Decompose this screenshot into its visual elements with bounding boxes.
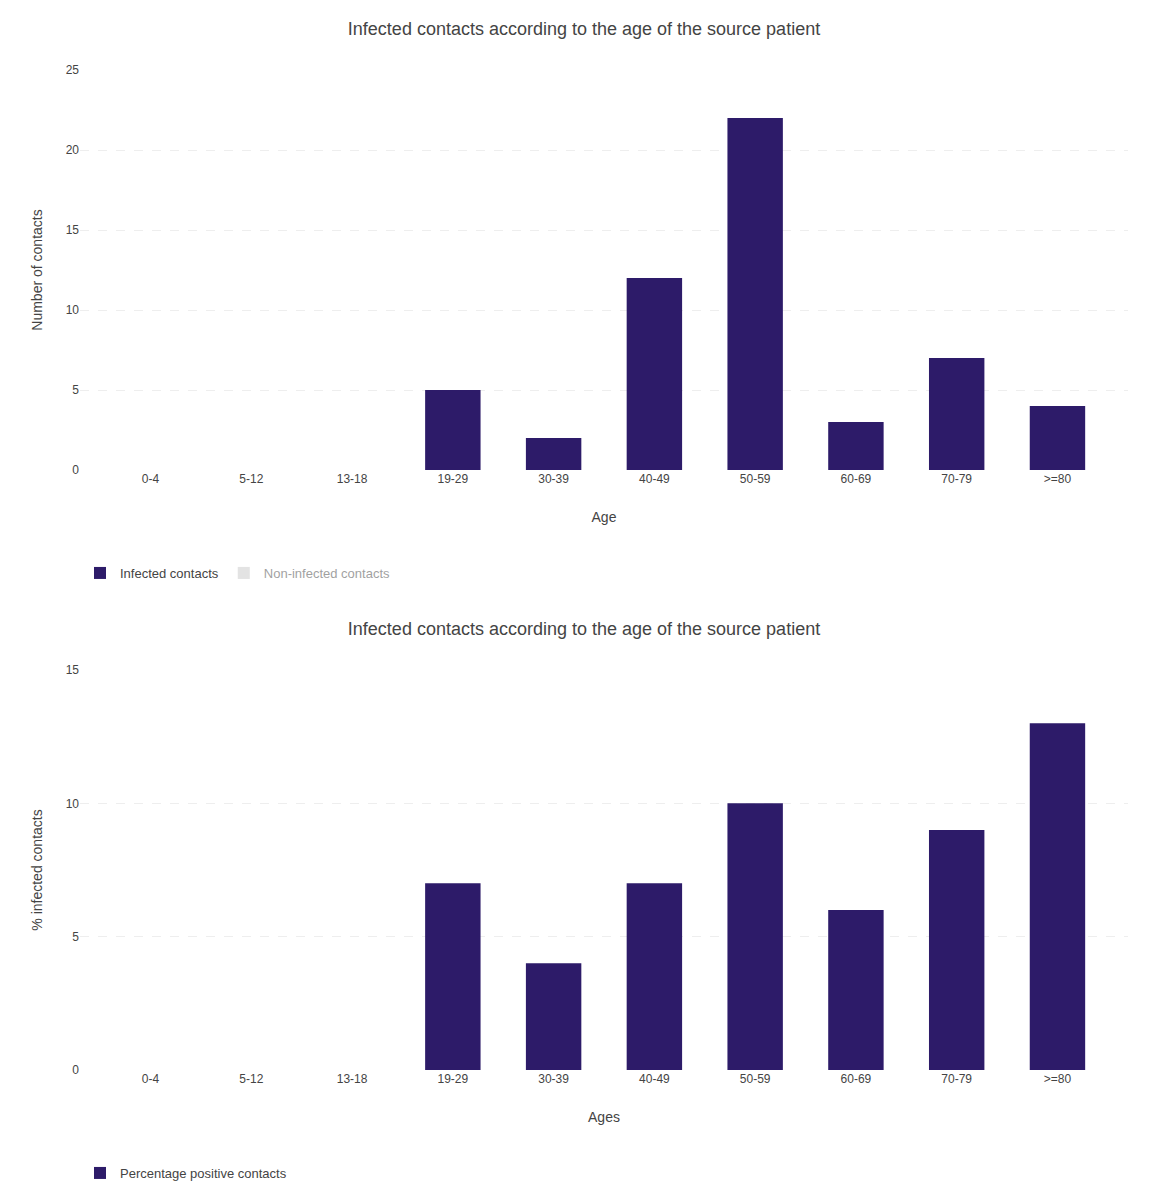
svg-text:20: 20 <box>66 143 80 157</box>
svg-text:70-79: 70-79 <box>941 472 972 486</box>
svg-text:Ages: Ages <box>588 1109 620 1125</box>
svg-text:% infected contacts: % infected contacts <box>29 809 45 930</box>
svg-text:30-39: 30-39 <box>538 472 569 486</box>
svg-text:60-69: 60-69 <box>841 472 872 486</box>
svg-text:30-39: 30-39 <box>538 1072 569 1086</box>
svg-text:15: 15 <box>66 663 80 677</box>
svg-text:13-18: 13-18 <box>337 472 368 486</box>
svg-text:5: 5 <box>72 930 79 944</box>
svg-text:25: 25 <box>66 63 80 77</box>
svg-text:5-12: 5-12 <box>239 472 263 486</box>
svg-text:70-79: 70-79 <box>941 1072 972 1086</box>
svg-text:Infected contacts according to: Infected contacts according to the age o… <box>348 19 820 39</box>
svg-text:13-18: 13-18 <box>337 1072 368 1086</box>
svg-text:Percentage positive contacts: Percentage positive contacts <box>120 1166 287 1181</box>
svg-text:10: 10 <box>66 797 80 811</box>
svg-text:60-69: 60-69 <box>841 1072 872 1086</box>
svg-text:0: 0 <box>72 463 79 477</box>
svg-text:>=80: >=80 <box>1044 1072 1072 1086</box>
svg-text:0: 0 <box>72 1063 79 1077</box>
svg-text:40-49: 40-49 <box>639 472 670 486</box>
svg-text:40-49: 40-49 <box>639 1072 670 1086</box>
svg-text:10: 10 <box>66 303 80 317</box>
svg-text:15: 15 <box>66 223 80 237</box>
svg-text:0-4: 0-4 <box>142 1072 160 1086</box>
svg-text:5-12: 5-12 <box>239 1072 263 1086</box>
svg-text:Number of contacts: Number of contacts <box>29 209 45 330</box>
svg-text:0-4: 0-4 <box>142 472 160 486</box>
svg-text:Infected contacts: Infected contacts <box>120 566 219 581</box>
svg-text:19-29: 19-29 <box>437 472 468 486</box>
svg-text:19-29: 19-29 <box>437 1072 468 1086</box>
svg-text:50-59: 50-59 <box>740 1072 771 1086</box>
svg-text:Age: Age <box>592 509 617 525</box>
svg-text:>=80: >=80 <box>1044 472 1072 486</box>
svg-text:Non-infected contacts: Non-infected contacts <box>264 566 390 581</box>
svg-text:50-59: 50-59 <box>740 472 771 486</box>
svg-text:Infected contacts according to: Infected contacts according to the age o… <box>348 619 820 639</box>
svg-text:5: 5 <box>72 383 79 397</box>
